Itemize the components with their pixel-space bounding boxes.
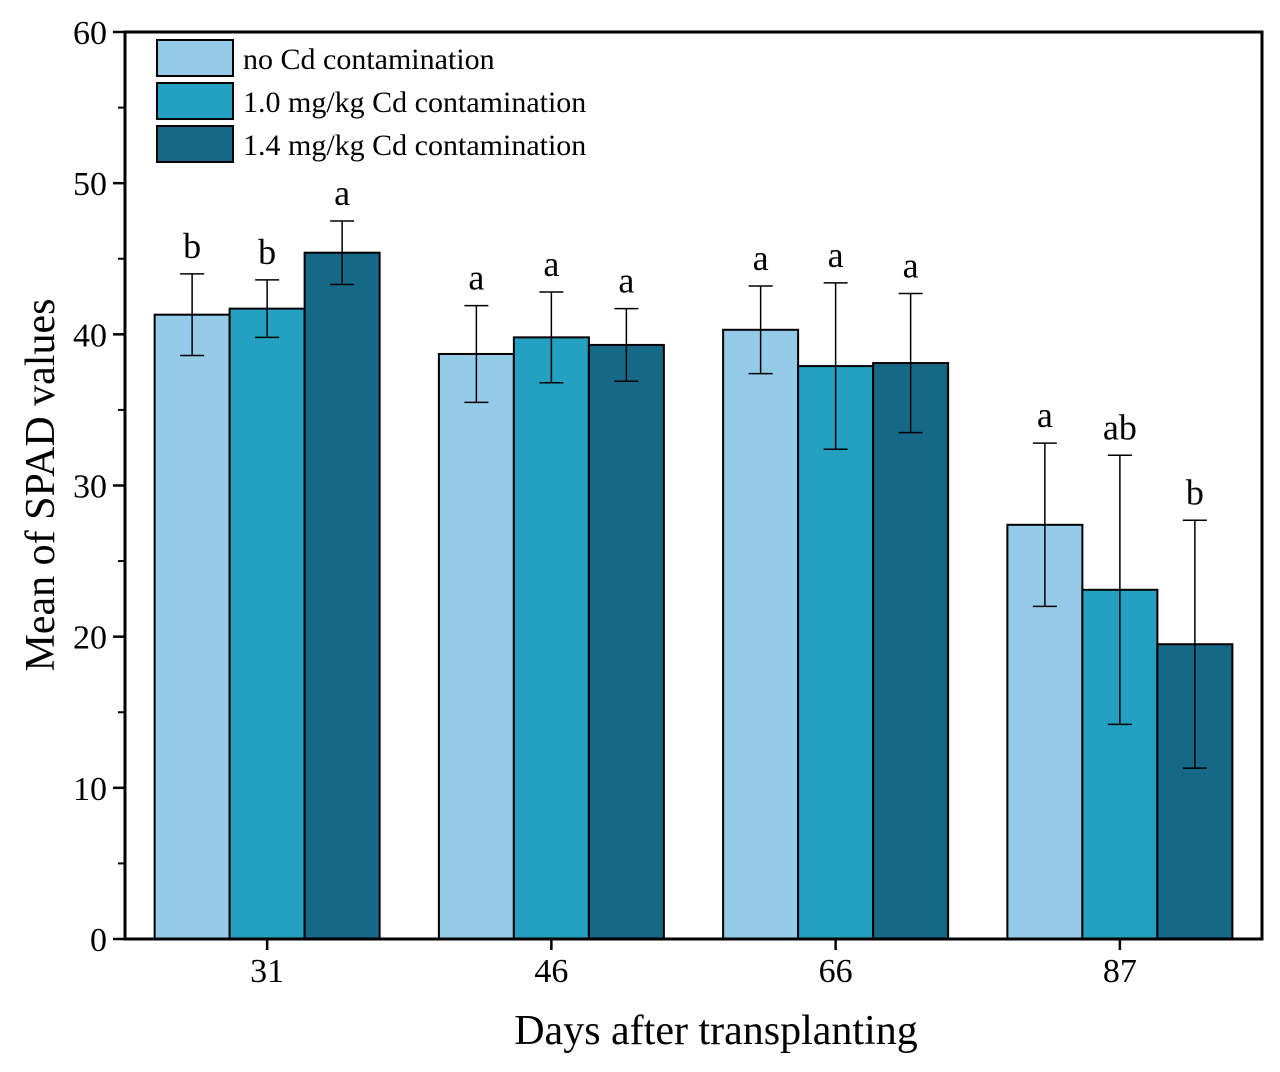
y-tick-label: 50 — [73, 166, 107, 203]
y-tick-label: 0 — [90, 922, 107, 959]
x-tick-label: 66 — [819, 953, 853, 990]
y-tick-label: 30 — [73, 469, 107, 506]
x-tick-label: 31 — [250, 953, 284, 990]
bar — [437, 352, 515, 940]
bar — [872, 362, 950, 940]
significance-label: a — [334, 173, 350, 213]
significance-label: b — [1186, 472, 1204, 512]
bars-layer — [153, 251, 1234, 941]
significance-label: b — [258, 232, 276, 272]
bar — [512, 336, 590, 940]
bar — [587, 343, 665, 941]
significance-label: a — [618, 261, 634, 301]
legend-swatch — [156, 82, 234, 120]
bar — [797, 365, 875, 941]
bar — [303, 251, 381, 941]
bar — [228, 307, 306, 940]
y-tick-label: 60 — [73, 15, 107, 52]
x-axis: 31 46 66 87 — [250, 939, 1137, 990]
legend-swatch — [156, 39, 234, 77]
significance-label: a — [828, 235, 844, 275]
legend: no Cd contamination 1.0 mg/kg Cd contamin… — [156, 39, 586, 163]
legend-label: 1.0 mg/kg Cd contamination — [243, 86, 586, 119]
significance-label: b — [183, 226, 201, 266]
x-tick-label: 46 — [534, 953, 568, 990]
significance-label: a — [468, 258, 484, 298]
significance-label: ab — [1103, 407, 1137, 447]
significance-label: a — [543, 244, 559, 284]
y-axis: 0 10 20 30 40 50 60 — [73, 15, 125, 959]
legend-swatch — [156, 125, 234, 163]
x-tick-label: 87 — [1103, 953, 1137, 990]
x-axis-title: Days after transplanting — [514, 1008, 918, 1054]
significance-label: a — [1037, 395, 1053, 435]
y-tick-label: 40 — [73, 317, 107, 354]
y-axis-title: Mean of SPAD values — [18, 299, 64, 672]
legend-label: no Cd contamination — [243, 43, 495, 76]
significance-label: a — [903, 246, 919, 286]
y-tick-label: 10 — [73, 771, 107, 808]
y-tick-label: 20 — [73, 620, 107, 657]
significance-label: a — [753, 238, 769, 278]
bar — [153, 313, 231, 941]
error-bars-layer — [180, 220, 1207, 769]
bar — [722, 328, 800, 940]
legend-label: 1.4 mg/kg Cd contamination — [243, 129, 586, 162]
